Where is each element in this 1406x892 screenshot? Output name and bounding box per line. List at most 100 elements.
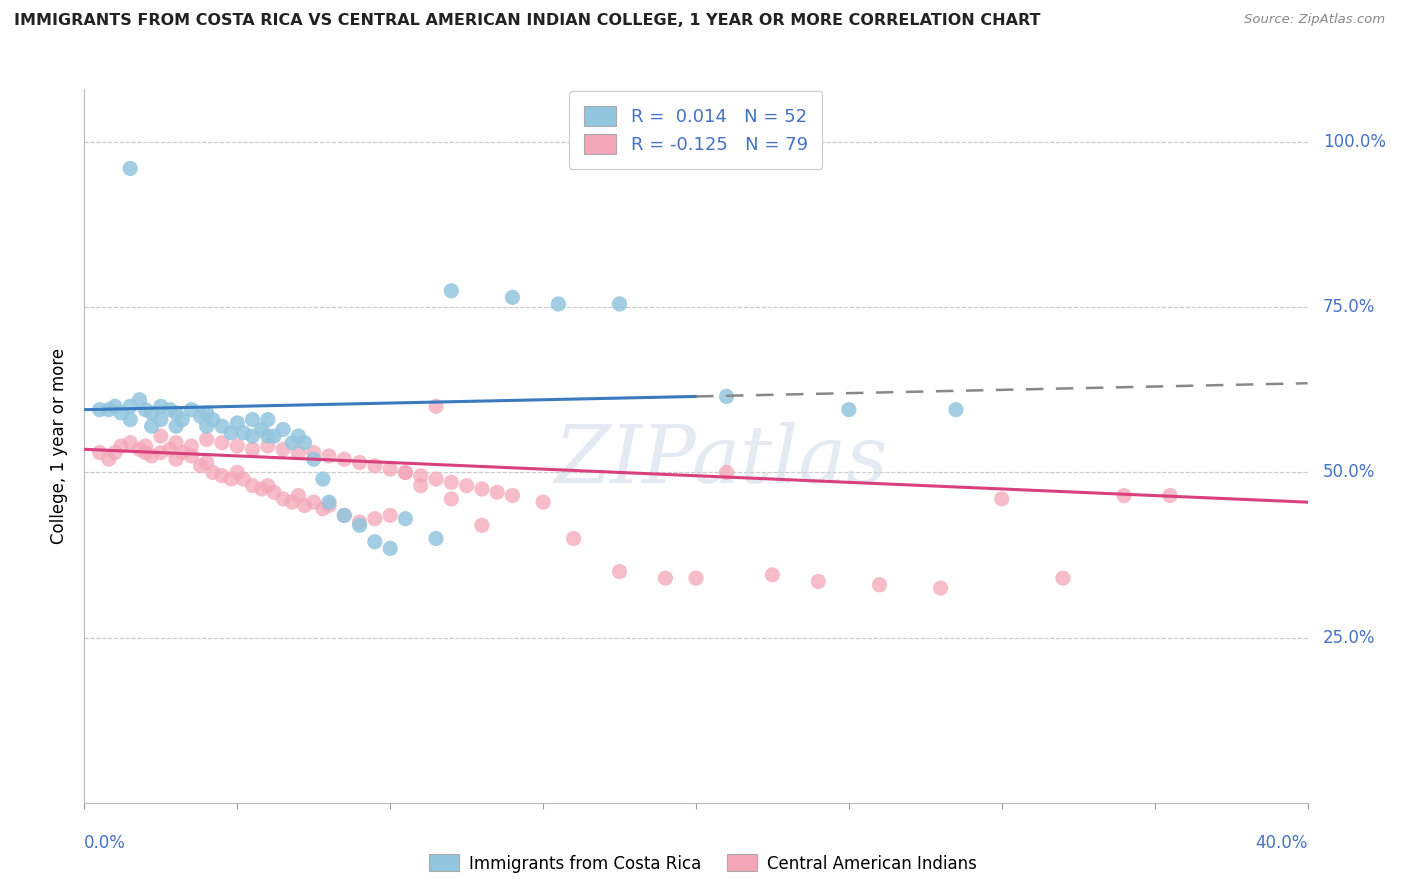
Point: [201, 412, 224, 426]
Point: [302, 445, 325, 459]
Point: [165, 452, 187, 467]
Point: [242, 478, 264, 492]
Point: [312, 501, 335, 516]
Point: [380, 462, 402, 476]
Point: [929, 581, 952, 595]
Point: [159, 402, 181, 417]
Point: [716, 389, 738, 403]
Point: [180, 449, 202, 463]
Text: Source: ZipAtlas.com: Source: ZipAtlas.com: [1244, 13, 1385, 27]
Point: [195, 456, 218, 470]
Point: [104, 445, 127, 459]
Point: [120, 161, 142, 176]
Point: [562, 532, 585, 546]
Point: [425, 532, 447, 546]
Point: [685, 571, 707, 585]
Point: [609, 297, 631, 311]
Point: [149, 400, 172, 414]
Point: [312, 472, 335, 486]
Point: [141, 449, 163, 463]
Point: [364, 511, 387, 525]
Text: 100.0%: 100.0%: [1323, 133, 1386, 151]
Point: [471, 518, 494, 533]
Point: [1114, 489, 1136, 503]
Text: 50.0%: 50.0%: [1323, 464, 1375, 482]
Point: [271, 422, 294, 436]
Point: [471, 482, 494, 496]
Point: [425, 472, 447, 486]
Point: [531, 495, 554, 509]
Point: [226, 416, 249, 430]
Legend: Immigrants from Costa Rica, Central American Indians: Immigrants from Costa Rica, Central Amer…: [423, 847, 983, 880]
Point: [333, 508, 356, 523]
Point: [128, 442, 150, 457]
Point: [135, 439, 157, 453]
Point: [440, 491, 463, 506]
Point: [281, 495, 304, 509]
Point: [257, 439, 280, 453]
Point: [165, 435, 187, 450]
Point: [149, 445, 172, 459]
Point: [195, 406, 218, 420]
Point: [294, 435, 316, 450]
Point: [172, 445, 194, 459]
Point: [271, 442, 294, 457]
Point: [869, 578, 891, 592]
Point: [349, 456, 371, 470]
Point: [226, 466, 249, 480]
Point: [287, 445, 309, 459]
Point: [190, 458, 212, 473]
Point: [609, 565, 631, 579]
Point: [547, 297, 569, 311]
Point: [104, 400, 127, 414]
Point: [232, 472, 254, 486]
Point: [211, 419, 233, 434]
Point: [250, 422, 273, 436]
Point: [318, 449, 340, 463]
Point: [211, 468, 233, 483]
Point: [120, 435, 142, 450]
Point: [141, 406, 163, 420]
Text: 40.0%: 40.0%: [1256, 834, 1308, 852]
Point: [141, 419, 163, 434]
Point: [128, 392, 150, 407]
Point: [364, 458, 387, 473]
Point: [409, 478, 432, 492]
Point: [761, 567, 783, 582]
Point: [120, 400, 142, 414]
Point: [333, 508, 356, 523]
Point: [232, 425, 254, 440]
Y-axis label: College, 1 year or more: College, 1 year or more: [51, 348, 69, 544]
Point: [263, 429, 285, 443]
Point: [807, 574, 830, 589]
Point: [165, 419, 187, 434]
Point: [302, 495, 325, 509]
Point: [838, 402, 860, 417]
Point: [195, 419, 218, 434]
Point: [190, 409, 212, 424]
Point: [159, 442, 181, 457]
Point: [110, 439, 132, 453]
Point: [89, 445, 111, 459]
Point: [257, 412, 280, 426]
Point: [991, 491, 1014, 506]
Point: [333, 452, 356, 467]
Point: [380, 541, 402, 556]
Point: [302, 452, 325, 467]
Text: IMMIGRANTS FROM COSTA RICA VS CENTRAL AMERICAN INDIAN COLLEGE, 1 YEAR OR MORE CO: IMMIGRANTS FROM COSTA RICA VS CENTRAL AM…: [14, 13, 1040, 29]
Point: [149, 429, 172, 443]
Point: [257, 478, 280, 492]
Point: [242, 412, 264, 426]
Point: [318, 499, 340, 513]
Point: [165, 406, 187, 420]
Point: [135, 445, 157, 459]
Point: [149, 412, 172, 426]
Point: [226, 439, 249, 453]
Point: [120, 412, 142, 426]
Point: [425, 400, 447, 414]
Point: [409, 468, 432, 483]
Point: [654, 571, 676, 585]
Point: [281, 435, 304, 450]
Point: [219, 472, 242, 486]
Point: [250, 482, 273, 496]
